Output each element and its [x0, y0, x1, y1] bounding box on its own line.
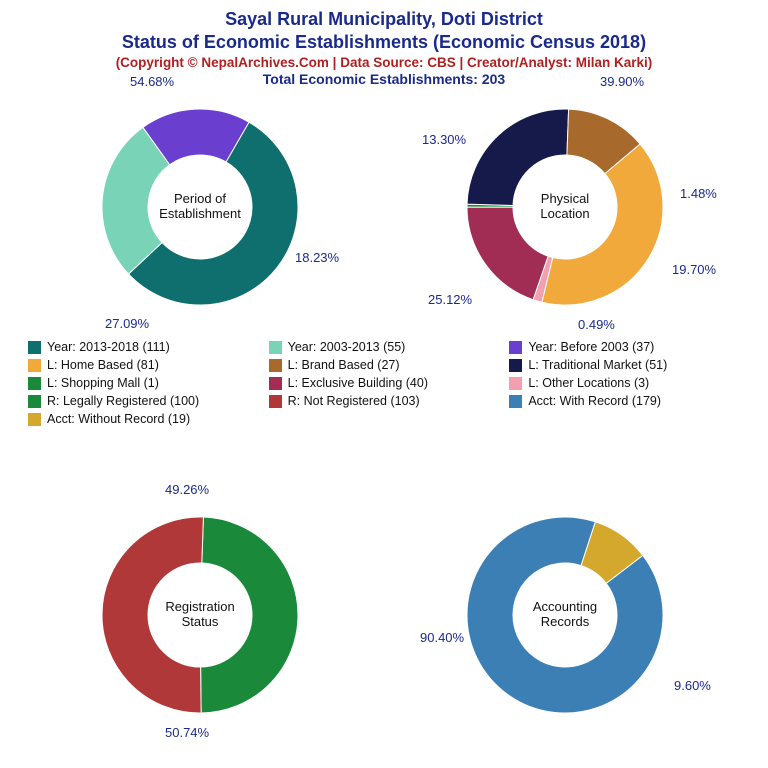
legend-item: R: Legally Registered (100): [28, 394, 259, 408]
title-line1: Sayal Rural Municipality, Doti District: [0, 8, 768, 31]
donut-center-label: PhysicalLocation: [520, 192, 610, 222]
legend-item: L: Brand Based (27): [269, 358, 500, 372]
donut-center-label: RegistrationStatus: [155, 600, 245, 630]
pct-label: 9.60%: [674, 678, 711, 693]
legend-swatch: [269, 395, 282, 408]
legend-text: L: Shopping Mall (1): [47, 376, 159, 390]
pct-label: 27.09%: [105, 316, 149, 331]
legend-text: L: Exclusive Building (40): [288, 376, 428, 390]
donut-period: Period ofEstablishment54.68%27.09%18.23%: [85, 92, 315, 322]
legend-text: Year: 2003-2013 (55): [288, 340, 406, 354]
legend-text: Acct: Without Record (19): [47, 412, 190, 426]
pct-label: 25.12%: [428, 292, 472, 307]
legend-swatch: [28, 377, 41, 390]
title-line2: Status of Economic Establishments (Econo…: [0, 31, 768, 54]
legend-text: L: Other Locations (3): [528, 376, 649, 390]
legend-item: L: Home Based (81): [28, 358, 259, 372]
pct-label: 1.48%: [680, 186, 717, 201]
legend-item: Acct: With Record (179): [509, 394, 740, 408]
donut-physical: PhysicalLocation39.90%1.48%19.70%0.49%25…: [450, 92, 680, 322]
legend-item: L: Traditional Market (51): [509, 358, 740, 372]
pct-label: 0.49%: [578, 317, 615, 332]
legend-text: R: Not Registered (103): [288, 394, 420, 408]
legend-text: Year: Before 2003 (37): [528, 340, 654, 354]
pct-label: 39.90%: [600, 74, 644, 89]
legend-text: L: Traditional Market (51): [528, 358, 667, 372]
legend-swatch: [28, 341, 41, 354]
legend-item: R: Not Registered (103): [269, 394, 500, 408]
pct-label: 13.30%: [422, 132, 466, 147]
pct-label: 54.68%: [130, 74, 174, 89]
donut-center-label: Period ofEstablishment: [155, 192, 245, 222]
legend-swatch: [509, 359, 522, 372]
legend-swatch: [509, 341, 522, 354]
donut-acct: AccountingRecords9.60%90.40%: [450, 500, 680, 730]
legend-swatch: [509, 377, 522, 390]
pct-label: 90.40%: [420, 630, 464, 645]
legend-text: R: Legally Registered (100): [47, 394, 199, 408]
header: Sayal Rural Municipality, Doti District …: [0, 0, 768, 87]
legend-item: Year: 2013-2018 (111): [28, 340, 259, 354]
pct-label: 18.23%: [295, 250, 339, 265]
legend-item: L: Other Locations (3): [509, 376, 740, 390]
donut-reg: RegistrationStatus49.26%50.74%: [85, 500, 315, 730]
legend-swatch: [269, 341, 282, 354]
legend-swatch: [269, 377, 282, 390]
legend-swatch: [28, 359, 41, 372]
legend-text: L: Home Based (81): [47, 358, 159, 372]
legend-swatch: [269, 359, 282, 372]
pct-label: 49.26%: [165, 482, 209, 497]
legend-item: Year: 2003-2013 (55): [269, 340, 500, 354]
donut-center-label: AccountingRecords: [520, 600, 610, 630]
legend-text: L: Brand Based (27): [288, 358, 400, 372]
legend-item: Acct: Without Record (19): [28, 412, 259, 426]
copyright-line: (Copyright © NepalArchives.Com | Data So…: [0, 55, 768, 70]
pct-label: 50.74%: [165, 725, 209, 740]
legend: Year: 2013-2018 (111) Year: 2003-2013 (55…: [28, 340, 740, 426]
pct-label: 19.70%: [672, 262, 716, 277]
legend-text: Year: 2013-2018 (111): [47, 340, 170, 354]
total-establishments: Total Economic Establishments: 203: [0, 71, 768, 87]
legend-swatch: [509, 395, 522, 408]
legend-item: Year: Before 2003 (37): [509, 340, 740, 354]
legend-text: Acct: With Record (179): [528, 394, 661, 408]
legend-item: L: Shopping Mall (1): [28, 376, 259, 390]
legend-swatch: [28, 413, 41, 426]
legend-item: L: Exclusive Building (40): [269, 376, 500, 390]
legend-swatch: [28, 395, 41, 408]
